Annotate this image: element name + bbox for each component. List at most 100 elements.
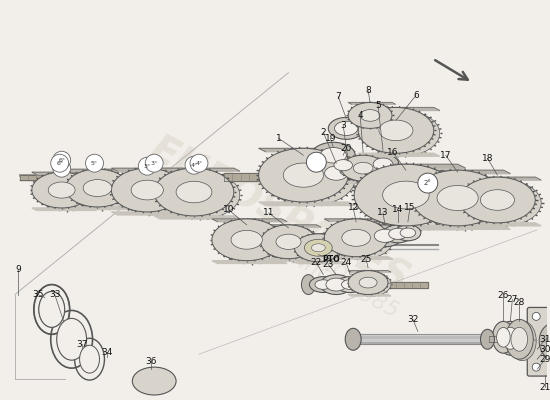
Ellipse shape xyxy=(367,225,403,247)
Text: 34: 34 xyxy=(102,348,113,357)
Ellipse shape xyxy=(329,221,393,259)
Ellipse shape xyxy=(320,275,352,294)
Ellipse shape xyxy=(324,166,348,180)
Ellipse shape xyxy=(340,166,356,176)
Ellipse shape xyxy=(383,181,429,209)
Ellipse shape xyxy=(359,277,377,288)
Polygon shape xyxy=(212,219,287,222)
Polygon shape xyxy=(341,155,389,157)
Circle shape xyxy=(86,154,103,172)
Ellipse shape xyxy=(437,186,478,210)
Ellipse shape xyxy=(283,163,323,187)
Ellipse shape xyxy=(334,163,362,179)
Ellipse shape xyxy=(320,148,346,163)
Ellipse shape xyxy=(503,327,518,349)
Circle shape xyxy=(185,156,203,174)
Ellipse shape xyxy=(367,154,399,174)
Ellipse shape xyxy=(324,219,388,257)
Polygon shape xyxy=(32,208,96,210)
Circle shape xyxy=(306,152,326,172)
Polygon shape xyxy=(348,102,395,104)
Ellipse shape xyxy=(261,225,316,259)
Circle shape xyxy=(190,154,208,172)
Text: 5°: 5° xyxy=(91,161,98,166)
Ellipse shape xyxy=(481,329,494,349)
Ellipse shape xyxy=(508,321,536,361)
Ellipse shape xyxy=(37,175,96,210)
FancyBboxPatch shape xyxy=(527,308,550,376)
Ellipse shape xyxy=(379,120,413,141)
Ellipse shape xyxy=(348,102,392,128)
Ellipse shape xyxy=(358,108,434,153)
Circle shape xyxy=(532,312,540,320)
Polygon shape xyxy=(258,148,355,152)
Ellipse shape xyxy=(412,170,503,226)
Text: since 1985: since 1985 xyxy=(285,247,402,322)
Circle shape xyxy=(138,157,156,175)
Ellipse shape xyxy=(345,157,389,183)
Ellipse shape xyxy=(112,168,183,212)
Polygon shape xyxy=(65,169,134,172)
Ellipse shape xyxy=(348,271,388,294)
Text: 11: 11 xyxy=(263,208,274,218)
Ellipse shape xyxy=(460,177,535,223)
Polygon shape xyxy=(32,172,96,175)
Text: 31: 31 xyxy=(540,335,550,344)
Circle shape xyxy=(418,173,438,193)
Text: 3°: 3° xyxy=(151,161,158,166)
Ellipse shape xyxy=(39,292,65,327)
Text: PTO: PTO xyxy=(322,255,340,264)
Ellipse shape xyxy=(301,275,315,294)
Ellipse shape xyxy=(315,280,332,289)
Text: 19: 19 xyxy=(324,134,336,143)
Text: 2°: 2° xyxy=(424,180,432,186)
Ellipse shape xyxy=(497,328,510,347)
Ellipse shape xyxy=(334,121,358,136)
Ellipse shape xyxy=(334,160,353,171)
Text: 6°: 6° xyxy=(56,161,63,166)
Ellipse shape xyxy=(276,234,301,249)
Text: 16: 16 xyxy=(387,148,399,157)
Text: 32: 32 xyxy=(407,315,419,324)
Ellipse shape xyxy=(374,229,396,242)
Polygon shape xyxy=(348,128,395,130)
Polygon shape xyxy=(294,262,346,264)
Polygon shape xyxy=(261,259,321,261)
Text: 4°: 4° xyxy=(190,163,197,168)
Text: 14: 14 xyxy=(392,206,404,214)
Text: 9: 9 xyxy=(15,265,21,274)
Ellipse shape xyxy=(318,162,354,184)
Text: 25: 25 xyxy=(360,255,372,264)
Text: 5: 5 xyxy=(375,101,381,110)
Ellipse shape xyxy=(39,292,65,327)
Text: 37: 37 xyxy=(76,340,87,349)
Ellipse shape xyxy=(310,277,337,292)
Polygon shape xyxy=(460,223,541,226)
Ellipse shape xyxy=(80,345,100,373)
Polygon shape xyxy=(224,173,271,181)
Polygon shape xyxy=(348,294,391,296)
Text: 3: 3 xyxy=(340,121,346,130)
Ellipse shape xyxy=(354,164,458,226)
Ellipse shape xyxy=(466,180,541,226)
Text: 28: 28 xyxy=(514,298,525,307)
Ellipse shape xyxy=(492,321,514,353)
Ellipse shape xyxy=(480,190,514,210)
Circle shape xyxy=(51,154,69,172)
Ellipse shape xyxy=(362,168,466,230)
Polygon shape xyxy=(324,257,393,259)
Text: a passion: a passion xyxy=(250,216,366,293)
Ellipse shape xyxy=(266,152,355,206)
Text: 24: 24 xyxy=(340,258,352,267)
Ellipse shape xyxy=(539,323,550,359)
Ellipse shape xyxy=(360,110,380,121)
Text: 21: 21 xyxy=(540,382,550,392)
Ellipse shape xyxy=(336,277,364,292)
Ellipse shape xyxy=(341,155,385,181)
Text: 10: 10 xyxy=(223,206,234,214)
Ellipse shape xyxy=(117,171,189,215)
Ellipse shape xyxy=(70,172,134,210)
Text: 33: 33 xyxy=(49,290,60,299)
Ellipse shape xyxy=(389,228,407,239)
Text: 7: 7 xyxy=(336,92,341,101)
